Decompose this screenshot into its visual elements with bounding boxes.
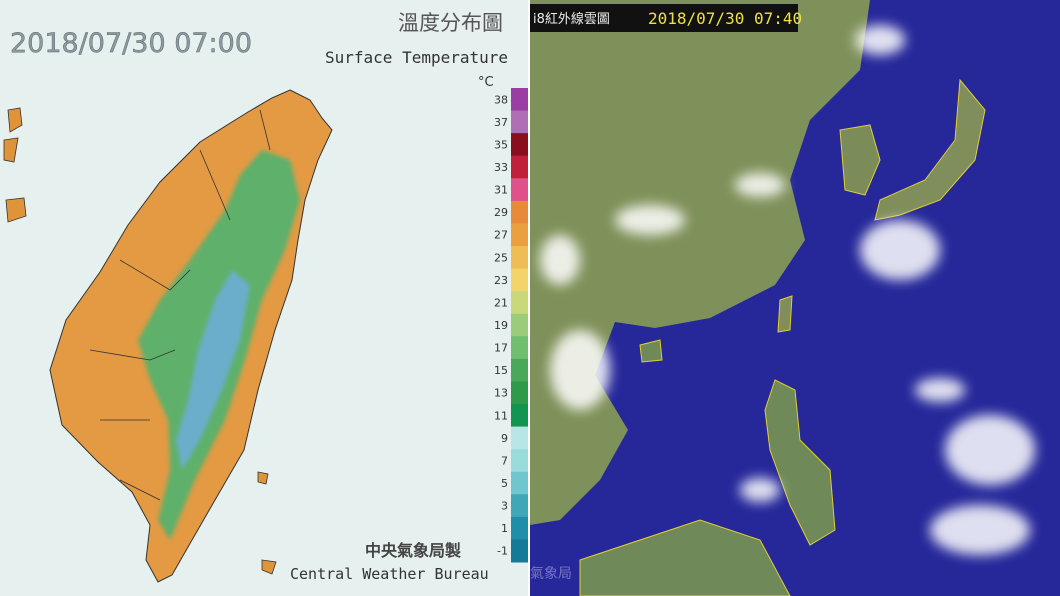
- scale-label: 11: [494, 409, 508, 422]
- mountain-peaks: [176, 270, 250, 470]
- philippines-land: [764, 379, 836, 546]
- county-borders: [89, 109, 271, 501]
- scale-label: 29: [494, 206, 508, 219]
- scale-swatch: [511, 404, 528, 428]
- sat-title: i8紅外線雲圖: [533, 11, 610, 27]
- scale-swatch: [511, 291, 528, 315]
- scale-label: 19: [494, 319, 508, 332]
- scale-swatch: [511, 539, 528, 563]
- scale-label: 7: [501, 454, 508, 467]
- scale-label: 13: [494, 387, 508, 400]
- scale-label: 37: [494, 116, 508, 129]
- scale-label: 15: [494, 364, 508, 377]
- scale-swatch: [511, 471, 528, 495]
- clouds: [540, 25, 1035, 555]
- taiwan-land-sat: [777, 295, 793, 333]
- scale-label: 23: [494, 274, 508, 287]
- scale-label: 38: [494, 93, 508, 106]
- scale-label: 35: [494, 138, 508, 151]
- other-land: [579, 339, 791, 596]
- temperature-map: 2018/07/30 07:00 溫度分布圖 Surface Temperatu…: [0, 0, 528, 596]
- scale-swatch: [511, 133, 528, 157]
- scale-swatch: [511, 336, 528, 360]
- divider: [528, 0, 530, 596]
- scale-swatch: [511, 358, 528, 382]
- watermark: 氣象局: [530, 566, 572, 582]
- scale-swatch: [511, 449, 528, 473]
- scale-swatch: [511, 516, 528, 540]
- korea-land: [839, 124, 881, 196]
- scale-label: 25: [494, 251, 508, 264]
- scale-label: 33: [494, 161, 508, 174]
- scale-swatch: [511, 381, 528, 405]
- islands: [3, 107, 27, 223]
- scale-swatch: [511, 88, 528, 112]
- map-title-zh: 溫度分布圖: [398, 11, 503, 35]
- scale-label: 17: [494, 342, 508, 355]
- scale-swatch: [511, 200, 528, 224]
- unit-label: °C: [478, 75, 494, 90]
- scale-swatch: [511, 426, 528, 450]
- scale-label: -1: [497, 545, 508, 558]
- scale-swatch: [511, 313, 528, 337]
- scale-label: 21: [494, 296, 508, 309]
- scale-swatch: [511, 246, 528, 270]
- china-land: [530, 0, 870, 525]
- scale-label: 31: [494, 184, 508, 197]
- scale-swatch: [511, 155, 528, 179]
- credit-en: Central Weather Bureau: [290, 565, 489, 583]
- scale-swatch: [511, 178, 528, 202]
- scale-swatch: [511, 110, 528, 134]
- scale-swatch: [511, 494, 528, 518]
- scale-label: 9: [501, 432, 508, 445]
- sat-timestamp: 2018/07/30 07:40: [648, 9, 802, 28]
- scale-swatch: [511, 268, 528, 292]
- small-islands: [257, 471, 277, 575]
- scale-label: 1: [501, 522, 508, 535]
- scale-label: 27: [494, 229, 508, 242]
- satellite-image: i8紅外線雲圖 2018/07/30 07:40 氣象局: [530, 0, 1060, 596]
- scale-label: 3: [501, 500, 508, 513]
- scale-label: 5: [501, 477, 508, 490]
- map-timestamp: 2018/07/30 07:00: [10, 28, 252, 59]
- scale-swatch: [511, 223, 528, 247]
- map-title-en: Surface Temperature: [325, 48, 508, 67]
- credit-zh: 中央氣象局製: [365, 541, 461, 560]
- japan-land: [874, 78, 986, 221]
- header-bar: [530, 4, 798, 32]
